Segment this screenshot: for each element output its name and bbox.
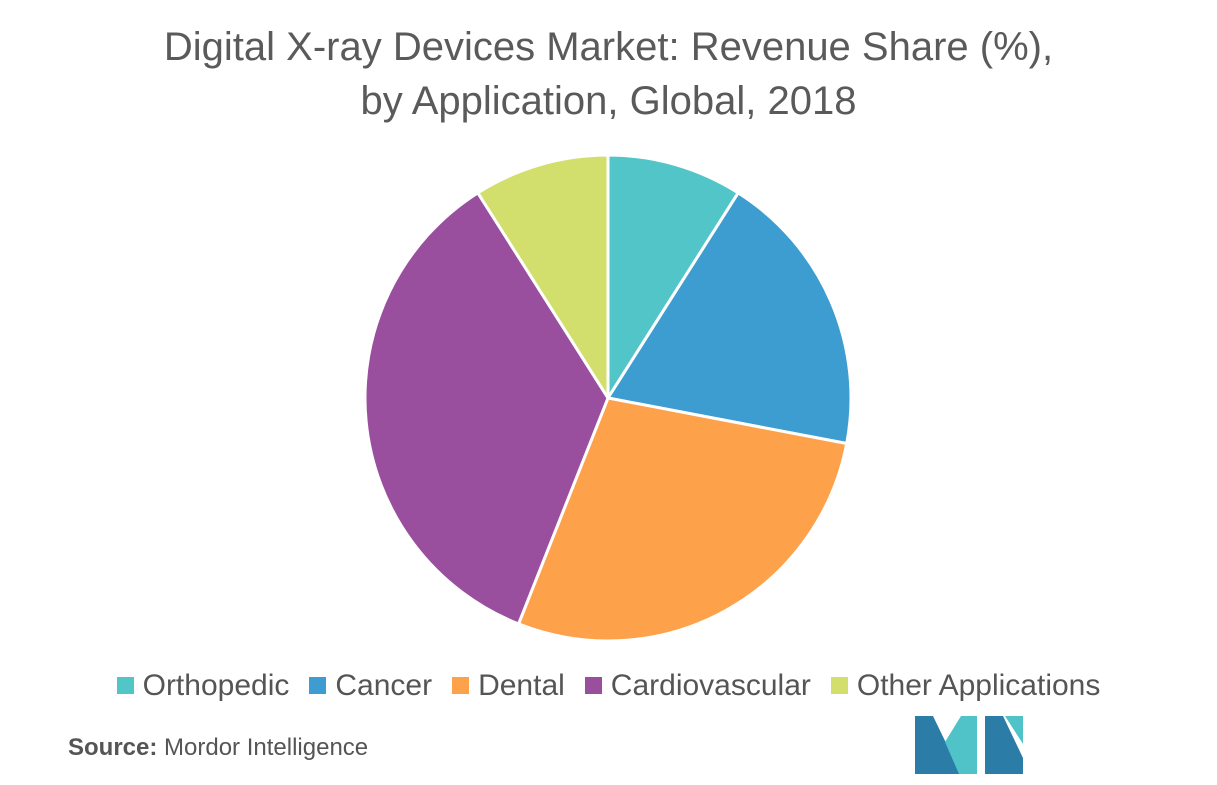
chart-title-line1: Digital X-ray Devices Market: Revenue Sh… [163,25,1054,69]
chart-title: Digital X-ray Devices Market: Revenue Sh… [0,20,1217,128]
legend-label: Other Applications [856,668,1101,702]
pie-slice-cancer [606,191,853,446]
legend-label: Cardiovascular [610,668,811,702]
legend-item-other-applications: Other Applications [830,668,1101,703]
mordor-logo-icon [915,716,1023,774]
chart-legend: Orthopedic Cancer Dental Cardiovascular Othe… [0,668,1217,703]
legend-swatch [830,677,848,694]
pie-chart [363,153,853,643]
chart-title-line2: by Application, Global, 2018 [360,79,857,123]
legend-swatch [452,677,470,694]
legend-swatch [309,677,327,694]
legend-swatch [116,677,134,694]
pie-slice-dental [517,396,849,643]
pie-slice-cardiovascular [363,191,610,626]
source-label: Source: [68,734,158,761]
pie-slice-orthopedic [606,153,740,400]
source-note: Source: Mordor Intelligence [68,734,368,762]
legend-swatch [584,677,602,694]
legend-item-cancer: Cancer [309,669,432,703]
legend-item-orthopedic: Orthopedic [116,668,290,703]
pie-slice-other-applications [476,153,610,400]
legend-label: Orthopedic [142,668,290,702]
legend-item-dental: Dental [452,669,565,703]
legend-label: Dental [478,668,565,702]
source-text: Mordor Intelligence [164,734,369,761]
legend-label: Cancer [335,668,433,702]
legend-item-cardiovascular: Cardiovascular [584,668,811,703]
